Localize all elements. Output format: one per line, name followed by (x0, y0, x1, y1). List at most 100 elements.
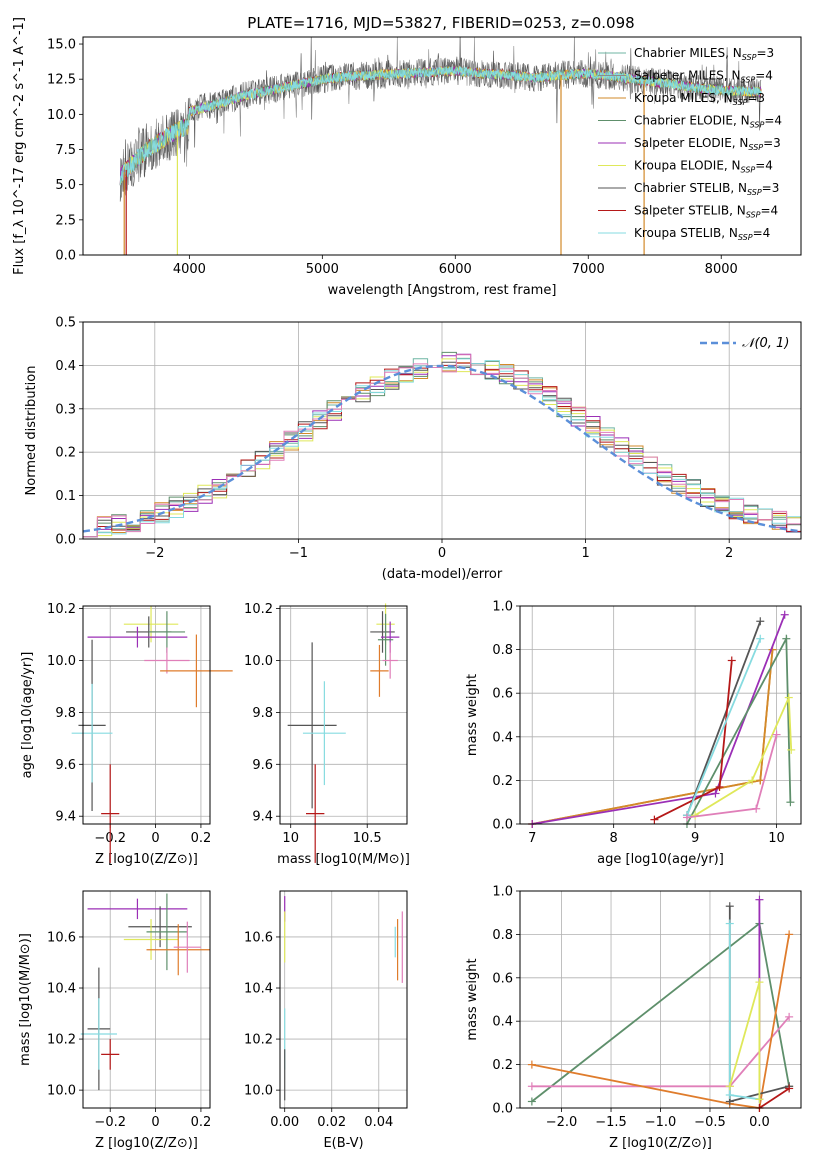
y-tick-label: 9.4 (55, 810, 76, 825)
y-tick-label: 10.0 (47, 108, 76, 123)
y-tick-label: 1.0 (492, 885, 513, 900)
x-tick-label: 2 (725, 546, 733, 561)
legend-label: Kroupa ELODIE, NSSP=4 (634, 159, 773, 175)
x-axis-label: (data-model)/error (382, 567, 503, 582)
x-tick-label: 8000 (705, 262, 738, 277)
legend-label: 𝒩(0, 1) (742, 336, 789, 351)
mass-weight-vs-age-panel: 7 8 9 10 0.0 0.2 0.4 0.6 0.8 1.0 age [log10(age/yr… (465, 600, 802, 867)
y-tick-label: 10.0 (47, 1084, 76, 1099)
x-tick-label: 9 (691, 831, 699, 846)
y-tick-label: 0.3 (55, 402, 76, 417)
axes-frame (519, 605, 802, 825)
x-tick-label: 0.2 (191, 831, 212, 846)
y-tick-label: 0.4 (492, 730, 513, 745)
y-tick-label: 10.2 (47, 602, 76, 617)
x-axis-label: E(B-V) (323, 1136, 363, 1151)
y-tick-label: 12.5 (47, 73, 76, 88)
x-tick-label: 0.02 (317, 1115, 346, 1130)
mass-vs-ebv-panel: 0.00 0.02 0.04 10.0 10.2 10.4 10.6 E(B-V) (244, 890, 408, 1151)
legend-label: Chabrier STELIB, NSSP=3 (634, 181, 779, 197)
y-tick-label: 1.0 (492, 600, 513, 615)
y-tick-label: 10.6 (244, 930, 273, 945)
x-tick-label: 0 (151, 1115, 159, 1130)
legend-label: Salpeter STELIB, NSSP=4 (634, 204, 778, 220)
x-tick-label: 7 (528, 831, 536, 846)
y-tick-label: 2.5 (55, 213, 76, 228)
x-tick-label: −0.2 (94, 1115, 126, 1130)
normal-reference-curve (82, 364, 802, 533)
y-axis-label: mass weight (465, 674, 480, 756)
x-tick-label: 4000 (173, 262, 206, 277)
y-tick-label: 10.4 (244, 982, 273, 997)
x-tick-label: 0 (438, 546, 446, 561)
x-tick-label: 0 (151, 831, 159, 846)
y-tick-label: 0.1 (55, 489, 76, 504)
y-tick-label: 9.8 (55, 706, 76, 721)
weight-line (686, 620, 762, 816)
weight-line (694, 697, 793, 817)
figure-title: PLATE=1716, MJD=53827, FIBERID=0253, z=0… (247, 14, 634, 32)
y-tick-label: 10.6 (47, 930, 76, 945)
x-axis-label: mass [log10(M/M⊙)] (277, 852, 410, 867)
age-vs-mass-panel: 10 10.5 9.4 9.6 9.8 10.0 10.2 mass [log10(M/M⊙)… (244, 602, 410, 867)
x-axis-label: Z [log10(Z/Z⊙)] (609, 1136, 712, 1151)
y-tick-label: 10.0 (244, 654, 273, 669)
x-axis-label: age [log10(age/yr)] (597, 852, 724, 867)
y-tick-label: 0.2 (55, 446, 76, 461)
x-tick-label: −1 (289, 546, 308, 561)
spectrum-panel: 4000 5000 6000 7000 8000 0.0 2.5 5.0 7.5 10.0 12.5… (12, 17, 802, 298)
y-axis-label: Flux [f_λ 10^-17 erg cm^-2 s^-1 A^-1] (12, 17, 27, 275)
x-tick-label: 7000 (572, 262, 605, 277)
axes-frame (279, 605, 408, 825)
y-tick-label: 5.0 (55, 178, 76, 193)
legend-label: Chabrier MILES, NSSP=3 (634, 46, 774, 62)
x-tick-label: −0.5 (694, 1115, 726, 1130)
x-tick-label: 0.2 (191, 1115, 212, 1130)
weight-line (531, 934, 790, 1110)
y-tick-label: 0.0 (55, 249, 76, 264)
x-tick-label: 0.0 (749, 1115, 770, 1130)
residuals-panel: −2 −1 0 1 2 0.0 0.1 0.2 0.3 0.4 0.5 (data-model)/er… (24, 316, 802, 582)
legend-label: Chabrier ELODIE, NSSP=4 (634, 114, 782, 130)
histogram-step-line (83, 354, 801, 538)
x-tick-label: 5000 (306, 262, 339, 277)
y-tick-label: 0.0 (492, 1102, 513, 1117)
x-tick-label: −1.5 (595, 1115, 627, 1130)
axes-frame (82, 321, 802, 540)
y-tick-label: 9.8 (252, 706, 273, 721)
x-tick-label: −2.0 (546, 1115, 578, 1130)
weight-line (653, 660, 733, 821)
y-tick-label: 9.6 (252, 758, 273, 773)
x-axis-label: Z [log10(Z/Z⊙)] (95, 1136, 198, 1151)
weight-line (758, 1087, 790, 1109)
y-tick-label: 0.0 (492, 818, 513, 833)
y-tick-label: 10.0 (244, 1084, 273, 1099)
y-tick-label: 0.2 (492, 1058, 513, 1073)
y-tick-label: 10.4 (47, 982, 76, 997)
y-axis-label: age [log10(age/yr)] (20, 652, 35, 779)
y-tick-label: 0.4 (492, 1015, 513, 1030)
x-tick-label: 1 (581, 546, 589, 561)
y-tick-label: 10.2 (244, 602, 273, 617)
weight-line (686, 638, 762, 816)
axes-frame (279, 890, 408, 1109)
weight-line (532, 614, 786, 825)
y-tick-label: 0.6 (492, 971, 513, 986)
y-tick-label: 10.2 (47, 1033, 76, 1048)
y-tick-label: 0.4 (55, 359, 76, 374)
y-tick-label: 0.6 (492, 687, 513, 702)
y-tick-label: 9.4 (252, 810, 273, 825)
x-axis-label: wavelength [Angstrom, rest frame] (328, 283, 557, 298)
axes-frame (82, 36, 802, 256)
legend-label: Kroupa MILES, NSSP=3 (634, 91, 765, 107)
x-tick-label: 0.04 (364, 1115, 393, 1130)
x-tick-label: 0.00 (270, 1115, 299, 1130)
x-tick-label: 6000 (439, 262, 472, 277)
x-tick-label: 10 (768, 831, 785, 846)
x-tick-label: 8 (610, 831, 618, 846)
age-vs-metallicity-panel: −0.2 0 0.29.49.69.810.010.2Z [log10(Z/Z⊙)]… (20, 602, 233, 867)
y-tick-label: 0.0 (55, 533, 76, 548)
x-tick-label: 10 (282, 831, 299, 846)
legend-label: Salpeter MILES, NSSP=4 (634, 69, 773, 85)
